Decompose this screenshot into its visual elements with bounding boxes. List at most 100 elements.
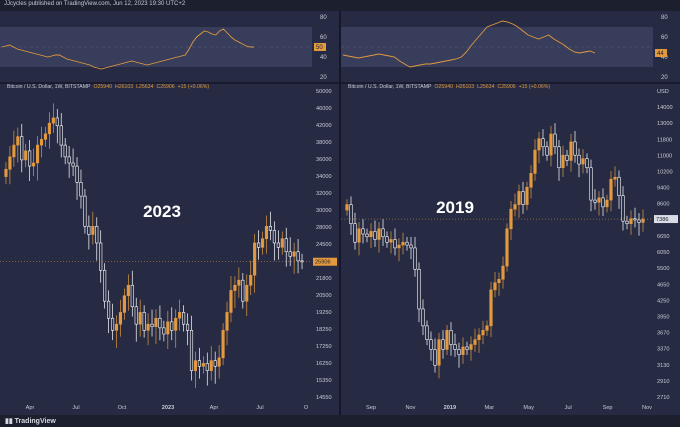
- x-tick-label: Jul: [256, 405, 263, 411]
- candle-body: [288, 251, 292, 257]
- candle-body: [83, 195, 87, 227]
- candle-body: [349, 204, 353, 224]
- rsi-tick-label: 60: [320, 35, 327, 41]
- rsi-line: [1, 28, 254, 70]
- candle-body: [457, 349, 461, 355]
- price-tick-label: 18250: [316, 327, 332, 333]
- last-price-label: 7386: [656, 217, 668, 223]
- x-tick-label: Apr: [26, 405, 35, 411]
- candle-body: [421, 308, 425, 327]
- candle-body: [385, 236, 389, 243]
- candle-body: [453, 344, 457, 350]
- rsi-value-label: 44: [657, 51, 664, 57]
- candle-body: [221, 330, 225, 359]
- price-tick-label: USD: [657, 89, 669, 95]
- x-tick-label: Jul: [72, 405, 79, 411]
- price-tick-label: 2710: [657, 395, 669, 401]
- candle-body: [569, 141, 573, 161]
- rsi-tick-label: 80: [320, 15, 327, 21]
- candle-body: [272, 230, 276, 244]
- rsi-tick-label: 40: [661, 55, 668, 61]
- candle-body: [134, 306, 138, 325]
- legend-o: O25940: [435, 84, 454, 90]
- price-tick-label: 5500: [657, 266, 669, 272]
- candle-body: [8, 156, 12, 170]
- price-tick-label: 6650: [657, 234, 669, 240]
- candle-body: [505, 228, 509, 267]
- candle-body: [437, 339, 441, 366]
- chart-panel-2023[interactable]: 80 60 40 20 50 Bitcoin / U.S. Dollar, 1W, BIT…: [0, 11, 339, 415]
- x-tick-label: Nov: [405, 405, 415, 411]
- candle-body: [296, 251, 300, 262]
- candle-body: [465, 346, 469, 350]
- price-tick-label: 19250: [316, 310, 332, 316]
- candle-body: [521, 191, 525, 205]
- price-tick-label: 28000: [316, 225, 332, 231]
- rsi-value-badge: [655, 49, 667, 57]
- candle-body: [182, 312, 186, 325]
- candle-body: [138, 312, 142, 325]
- x-tick-label: Nov: [642, 405, 652, 411]
- year-overlay: 2019: [436, 198, 474, 217]
- candle-body: [537, 138, 541, 151]
- year-overlay: 2023: [143, 202, 181, 221]
- candle-body: [170, 321, 174, 331]
- rsi-tick-label: 80: [661, 15, 668, 21]
- x-tick-label: Sep: [603, 405, 613, 411]
- candle-body: [477, 334, 481, 340]
- candle-body: [162, 327, 166, 335]
- price-tick-label: 36000: [316, 157, 332, 163]
- chart-panel-2019[interactable]: 80 60 40 20 44 Bitcoin / U.S. Dollar, 1W, BIT…: [341, 11, 680, 415]
- candle-body: [284, 238, 288, 253]
- price-tick-label: 21800: [316, 276, 332, 282]
- candle-body: [533, 149, 537, 174]
- price-tick-label: 42000: [316, 123, 332, 129]
- x-tick-label: 2019: [444, 405, 456, 411]
- candle-body: [541, 138, 545, 148]
- price-tick-label: 3370: [657, 347, 669, 353]
- candle-body: [154, 317, 158, 327]
- candle-body: [213, 360, 217, 367]
- candle-body: [553, 133, 557, 148]
- rsi-tick-label: 20: [661, 75, 668, 81]
- candle-body: [489, 289, 493, 327]
- candle-body: [417, 268, 421, 310]
- candle-body: [637, 219, 641, 223]
- rsi-line: [342, 20, 596, 68]
- legend-c: C25906: [156, 84, 174, 90]
- panel-background: [0, 11, 339, 415]
- price-tick-label: 14550: [316, 395, 332, 401]
- candle-body: [39, 139, 44, 146]
- rsi-tick-label: 40: [320, 55, 327, 61]
- candle-body: [205, 363, 209, 371]
- candle-body: [497, 278, 501, 284]
- candle-body: [55, 117, 59, 127]
- candle-body: [485, 325, 489, 331]
- candle-body: [174, 317, 178, 331]
- candle-body: [629, 218, 633, 224]
- candle-body: [103, 270, 107, 302]
- candle-body: [253, 242, 257, 276]
- candle-body: [99, 242, 103, 271]
- candle-body: [24, 150, 28, 161]
- price-tick-label: 46000: [316, 106, 332, 112]
- x-tick-label: Oct: [118, 405, 127, 411]
- candle-body: [545, 146, 549, 156]
- price-tick-label: 11800: [657, 137, 672, 143]
- rsi-tick-label: 60: [661, 35, 668, 41]
- candle-body: [361, 228, 365, 235]
- candle-body: [381, 228, 385, 238]
- candle-body: [233, 284, 237, 291]
- candle-body: [59, 125, 63, 146]
- price-tick-label: 16250: [316, 361, 332, 367]
- candle-body: [425, 325, 429, 340]
- tradingview-logo[interactable]: ▮▮ TradingView: [5, 417, 56, 425]
- candle-body: [118, 312, 123, 325]
- candle-body: [441, 339, 445, 350]
- x-tick-label: May: [523, 405, 534, 411]
- x-tick-label: Apr: [210, 405, 219, 411]
- candle-body: [158, 317, 162, 329]
- price-tick-label: 2910: [657, 379, 669, 385]
- candle-body: [197, 360, 201, 367]
- rsi-value-label: 50: [316, 45, 323, 51]
